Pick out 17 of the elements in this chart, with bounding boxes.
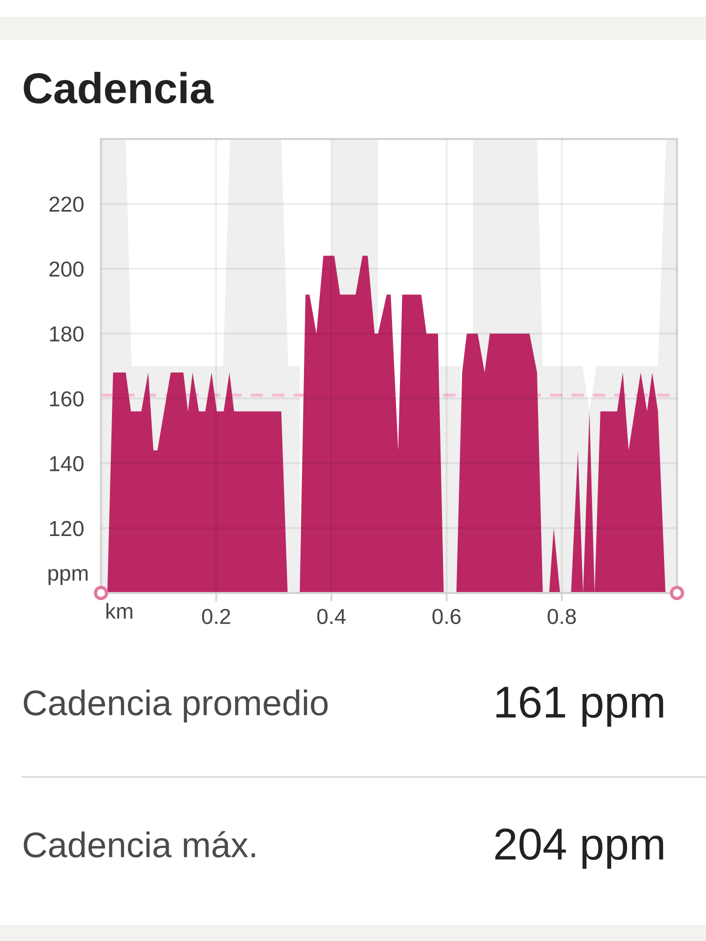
x-tick-label: 0.6 xyxy=(432,608,461,624)
y-tick-label: 140 xyxy=(50,456,84,472)
chart-title: Cadencia xyxy=(24,72,214,104)
text: 161 ppm xyxy=(496,686,664,727)
y-axis-title: ppm xyxy=(48,568,88,586)
x-tick-label: 0.8 xyxy=(548,608,576,624)
x-tick-label: 0.2 xyxy=(202,608,230,624)
y-tick-label: 180 xyxy=(50,326,84,342)
y-tick-label: 160 xyxy=(50,391,84,406)
x-tick-label: 0.4 xyxy=(317,608,346,624)
text: Cadencia promedio xyxy=(24,689,328,723)
x-axis-title: km xyxy=(106,602,132,619)
text: 204 ppm xyxy=(495,828,664,869)
y-tick-label: 120 xyxy=(50,520,84,536)
y-tick-label: 200 xyxy=(50,261,84,277)
y-tick-label: 220 xyxy=(50,196,84,212)
text: Cadencia máx. xyxy=(24,831,255,858)
